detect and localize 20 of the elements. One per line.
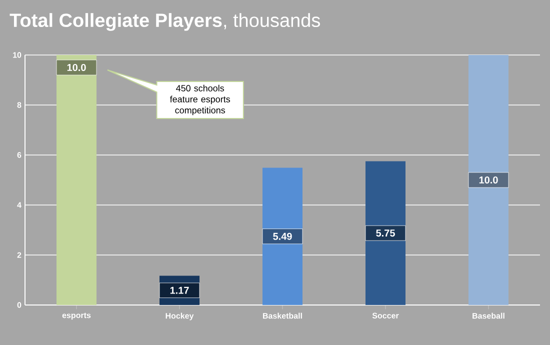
y-tick-label: 10 <box>13 52 22 58</box>
y-tick-label: 2 <box>17 252 22 258</box>
annotation: 450 schools feature esports competitions <box>170 84 230 116</box>
x-tick-label: Basketball <box>263 312 302 319</box>
x-tick-label: Soccer <box>372 312 399 318</box>
y-tick-label: 8 <box>17 102 22 108</box>
chart-title: Total Collegiate Players, thousands <box>10 13 320 31</box>
x-tick-label: esports <box>62 312 91 320</box>
bar <box>56 54 97 305</box>
data-label: 5.75 <box>376 230 395 237</box>
y-tick-label: 6 <box>17 152 22 158</box>
bar <box>468 54 508 305</box>
data-label: 5.49 <box>273 232 292 240</box>
x-tick-label: Baseball <box>472 312 504 319</box>
y-tick-label: 0 <box>17 302 22 308</box>
data-label: 10.0 <box>67 64 86 72</box>
data-label: 10.0 <box>479 176 498 184</box>
y-tick-label: 4 <box>17 202 22 208</box>
data-label: 1.17 <box>170 286 189 294</box>
x-tick-label: Hockey <box>166 312 194 320</box>
